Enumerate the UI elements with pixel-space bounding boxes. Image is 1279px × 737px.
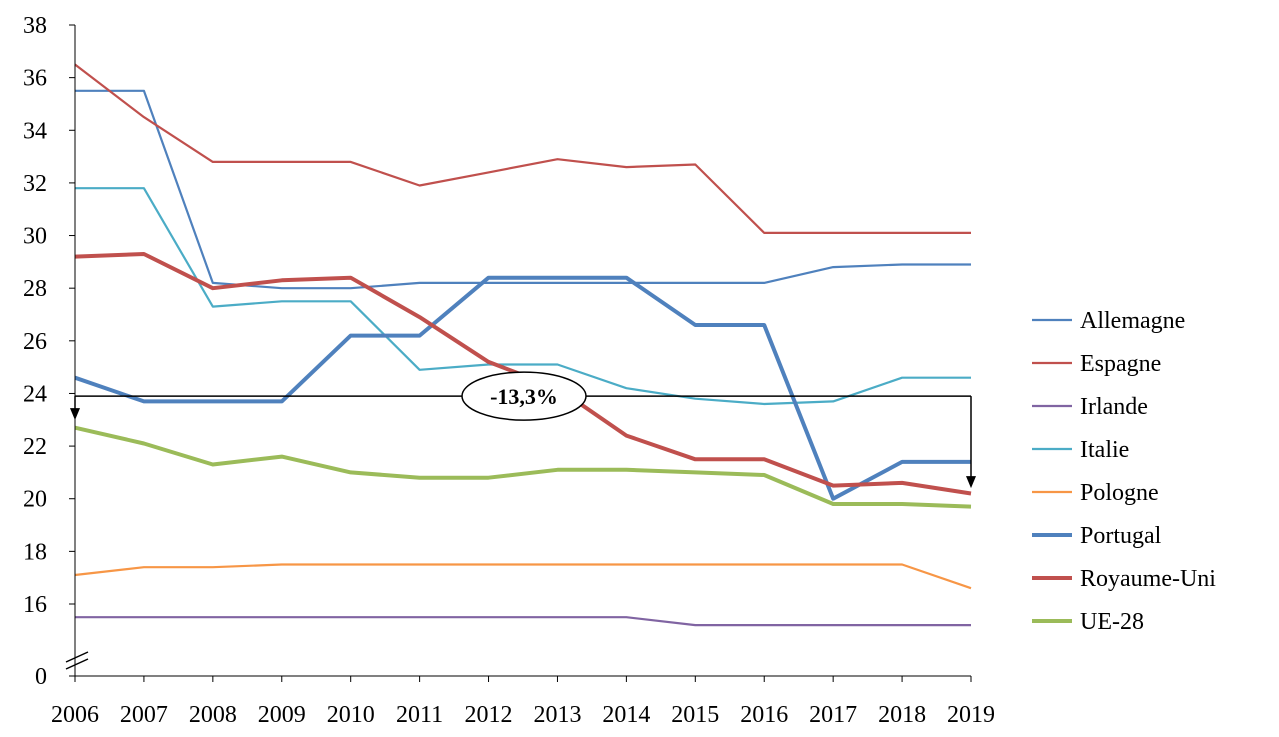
- variation-annotation: -13,3%: [70, 371, 976, 489]
- x-tick-label: 2006: [51, 702, 99, 728]
- x-tick-label: 2017: [809, 702, 857, 728]
- legend-label-royaume-uni: Royaume-Uni: [1080, 566, 1216, 592]
- x-tick-label: 2007: [120, 702, 168, 728]
- annotation-oval: [461, 371, 587, 421]
- y-tick-label: 36: [23, 66, 47, 92]
- y-tick-label: 0: [35, 664, 47, 690]
- series-line-portugal: [74, 275, 971, 501]
- x-tick-label: 2015: [671, 702, 719, 728]
- x-tick-label: 2012: [465, 702, 513, 728]
- y-tick-label: 38: [23, 13, 47, 39]
- plot-lines: [74, 63, 972, 627]
- y-tick-label: 26: [23, 329, 47, 355]
- annotation-label: -13,3%: [490, 384, 558, 409]
- series-line-espagne: [74, 63, 971, 234]
- y-tick-label: 24: [23, 381, 47, 407]
- series-line-italie: [75, 187, 971, 406]
- y-axis-break-icon: [65, 651, 89, 670]
- x-tick-label: 2009: [258, 702, 306, 728]
- legend-label-allemagne: Allemagne: [1080, 308, 1185, 334]
- y-tick-label: 22: [23, 434, 47, 460]
- x-tick-label: 2016: [740, 702, 788, 728]
- x-tick-label: 2011: [396, 702, 443, 728]
- x-tick-label: 2013: [533, 702, 581, 728]
- x-tick-label: 2008: [189, 702, 237, 728]
- y-tick-label: 28: [23, 276, 47, 302]
- legend: Allemagne Espagne Irlande Italie Pologne Port…: [1032, 308, 1216, 635]
- y-tick-label: 32: [23, 171, 47, 197]
- arrow-down-icon: [70, 408, 80, 421]
- y-tick-label: 16: [23, 592, 47, 618]
- x-tick-label: 2010: [327, 702, 375, 728]
- legend-label-espagne: Espagne: [1080, 351, 1161, 377]
- y-tick-label: 18: [23, 539, 47, 565]
- legend-label-ue-28: UE-28: [1080, 609, 1144, 635]
- y-tick-label: 20: [23, 487, 47, 513]
- axes: 0 16 18 20 22 24 26 28 30 32 34 36 38 2006 2007 2008 200…: [23, 13, 995, 728]
- series-line-pologne: [74, 563, 972, 590]
- legend-label-portugal: Portugal: [1080, 523, 1162, 549]
- series-line-ue-28: [74, 425, 972, 509]
- series-line-allemagne: [75, 89, 971, 290]
- arrow-down-icon: [966, 476, 976, 489]
- x-tick-label: 2014: [602, 702, 650, 728]
- y-tick-label: 34: [23, 118, 47, 144]
- y-tick-label: 30: [23, 224, 47, 250]
- legend-label-irlande: Irlande: [1080, 394, 1148, 420]
- x-tick-label: 2019: [947, 702, 995, 728]
- legend-label-pologne: Pologne: [1080, 480, 1159, 506]
- legend-label-italie: Italie: [1080, 437, 1129, 463]
- x-tick-label: 2018: [878, 702, 926, 728]
- series-line-irlande: [75, 616, 971, 627]
